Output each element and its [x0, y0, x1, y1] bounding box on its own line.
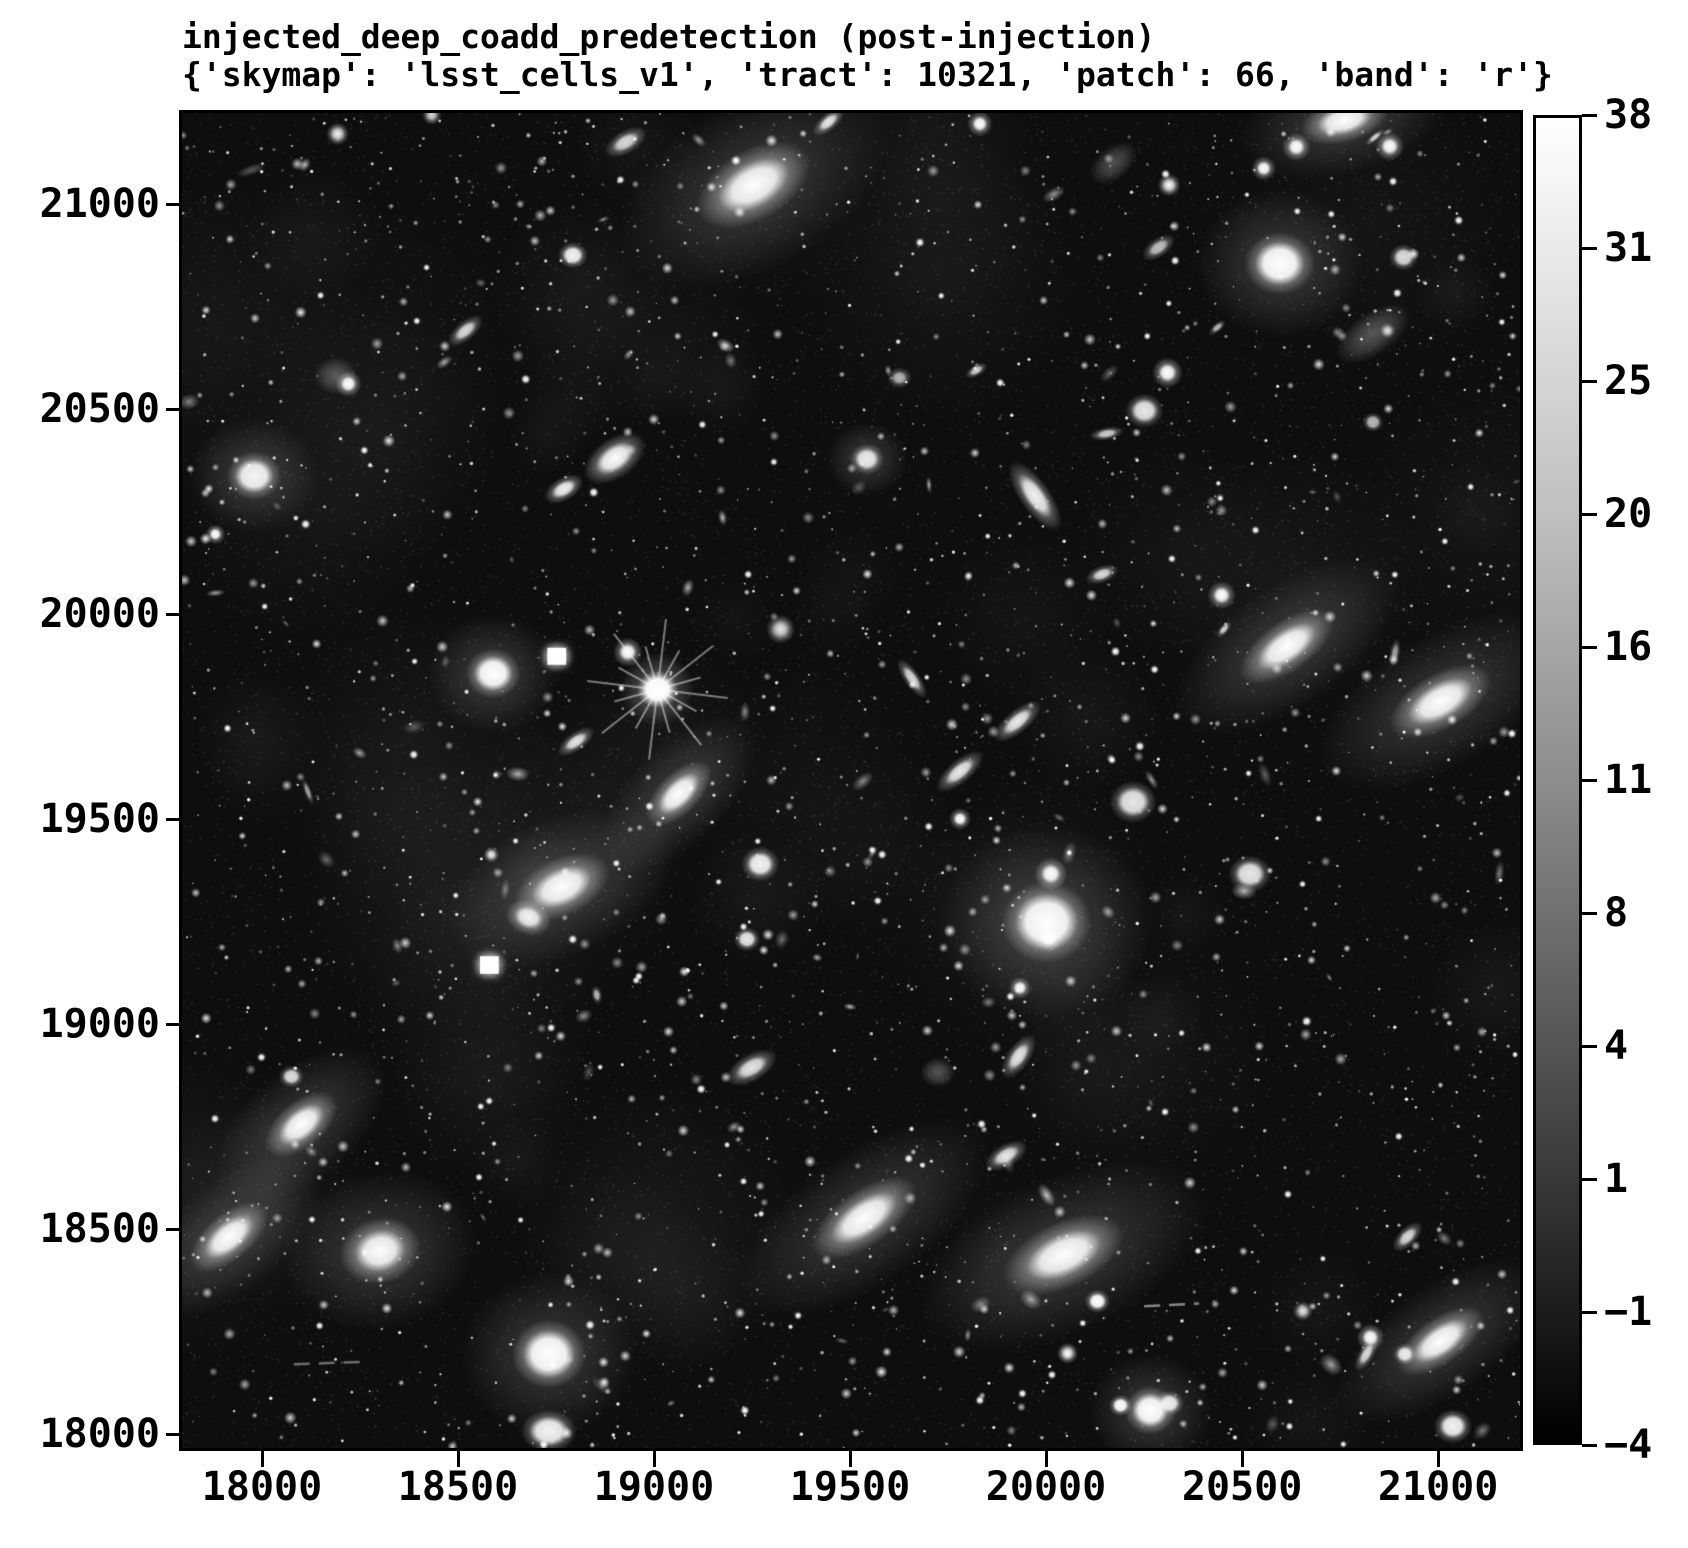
x-tick-mark: [260, 1451, 264, 1467]
x-tick-label: 19000: [593, 1464, 715, 1510]
colorbar-tick-mark: [1582, 379, 1597, 383]
y-tick-label: 19000: [39, 1001, 160, 1047]
y-tick-label: 20000: [39, 591, 160, 637]
colorbar-tick-label: 4: [1604, 1023, 1629, 1069]
colorbar-tick-label: 16: [1604, 624, 1653, 670]
y-tick-mark: [166, 817, 182, 821]
colorbar-tick-label: 20: [1604, 491, 1653, 537]
colorbar-tick-label: 8: [1604, 890, 1629, 936]
bottom-spine: [179, 1448, 1523, 1451]
y-tick-mark: [166, 202, 182, 206]
sky-image: [182, 113, 1520, 1448]
colorbar-tick-label: 1: [1604, 1156, 1629, 1202]
plot-title-line1: injected_deep_coadd_predetection (post-i…: [182, 17, 1156, 56]
x-tick-label: 19500: [789, 1464, 911, 1510]
colorbar-tick-label: 11: [1604, 757, 1653, 803]
colorbar-tick-mark: [1582, 1443, 1597, 1447]
x-tick-label: 20500: [1181, 1464, 1303, 1510]
x-tick-label: 20000: [985, 1464, 1107, 1510]
colorbar-tick-label: −4: [1604, 1422, 1653, 1468]
colorbar-tick-mark: [1582, 113, 1597, 117]
y-tick-label: 20500: [39, 386, 160, 432]
colorbar-tick-mark: [1582, 645, 1597, 649]
x-tick-label: 18000: [201, 1464, 323, 1510]
colorbar-tick-label: 38: [1604, 92, 1653, 138]
x-tick-label: 18500: [397, 1464, 519, 1510]
y-tick-label: 18000: [39, 1411, 160, 1458]
y-tick-mark: [166, 1227, 182, 1231]
x-tick-mark: [1240, 1451, 1244, 1467]
colorbar-tick-mark: [1582, 512, 1597, 516]
colorbar-tick-mark: [1582, 911, 1597, 915]
y-tick-mark: [166, 407, 182, 411]
right-spine: [1520, 110, 1523, 1451]
colorbar-tick-mark: [1582, 1310, 1597, 1314]
y-tick-mark: [166, 1022, 182, 1026]
y-tick-label: 18500: [39, 1206, 160, 1253]
y-tick-mark: [166, 1432, 182, 1436]
x-tick-mark: [1044, 1451, 1048, 1467]
colorbar-tick-mark: [1582, 778, 1597, 782]
x-tick-label: 21000: [1377, 1464, 1499, 1510]
colorbar-tick-mark: [1582, 246, 1597, 250]
colorbar-tick-label: 31: [1604, 225, 1653, 271]
x-tick-mark: [1436, 1451, 1440, 1467]
x-tick-mark: [456, 1451, 460, 1467]
colorbar-tick-mark: [1582, 1177, 1597, 1181]
top-spine: [179, 110, 1523, 113]
y-tick-label: 19500: [39, 796, 160, 842]
colorbar-tick-label: −1: [1604, 1289, 1653, 1335]
plot-title-line2: {'skymap': 'lsst_cells_v1', 'tract': 103…: [182, 55, 1553, 94]
colorbar-gradient: [1533, 115, 1582, 1445]
x-tick-mark: [848, 1451, 852, 1467]
y-tick-mark: [166, 612, 182, 616]
x-tick-mark: [652, 1451, 656, 1467]
colorbar-tick-mark: [1582, 1044, 1597, 1048]
y-tick-label: 21000: [39, 181, 160, 227]
left-spine: [179, 110, 182, 1451]
colorbar-tick-label: 25: [1604, 358, 1653, 404]
plot-title: injected_deep_coadd_predetection (post-i…: [182, 18, 1553, 94]
